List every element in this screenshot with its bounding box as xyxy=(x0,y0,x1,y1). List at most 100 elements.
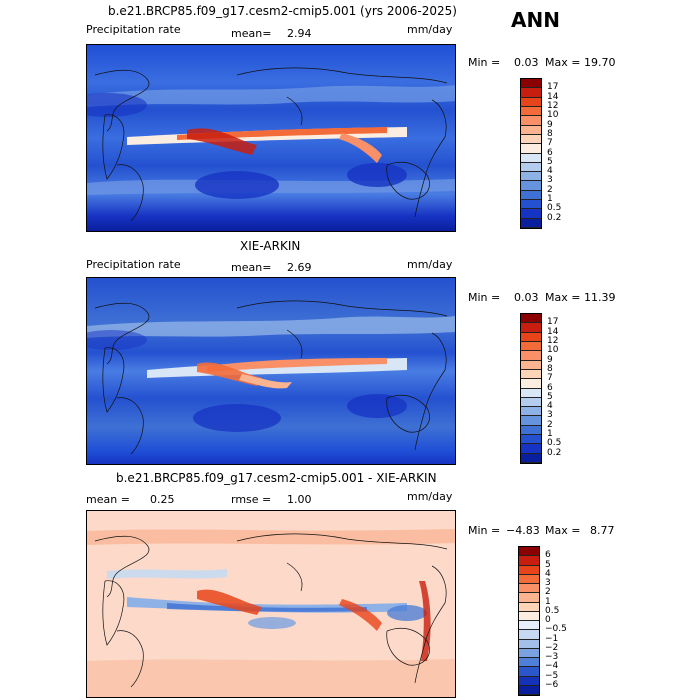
panel2-units: mm/day xyxy=(407,258,453,271)
panel2-mean-label: mean= xyxy=(231,261,272,274)
colorbar-swatch xyxy=(521,97,541,107)
colorbar-tick-label: 1 xyxy=(547,429,553,440)
colorbar-swatch xyxy=(521,116,541,126)
colorbar-swatch xyxy=(519,676,539,686)
colorbar-swatch xyxy=(521,190,541,201)
colorbar-tick-label: 14 xyxy=(547,91,559,102)
colorbar-tick-label: 0.2 xyxy=(547,447,562,458)
panel3-map-field xyxy=(87,511,455,697)
colorbar-tick-label: 0 xyxy=(545,615,551,625)
colorbar-swatch xyxy=(521,88,541,98)
panel3-max-label: Max = xyxy=(545,524,581,537)
colorbar-tick-label: 9 xyxy=(547,354,553,365)
colorbar-tick-label: 6 xyxy=(545,550,551,561)
panel3-map xyxy=(86,510,456,698)
colorbar-tick-label: −4 xyxy=(545,661,559,672)
colorbar-swatch xyxy=(521,218,541,228)
colorbar-swatch xyxy=(519,648,539,658)
colorbar-tick-label: 10 xyxy=(547,110,559,121)
panel1-colorbar-segments xyxy=(521,79,541,228)
colorbar-swatch xyxy=(519,593,539,603)
colorbar-tick-label: 7 xyxy=(547,138,553,149)
colorbar-tick-label: 6 xyxy=(547,382,553,393)
panel2-variable-label: Precipitation rate xyxy=(86,258,181,271)
panel2-map-field xyxy=(87,278,455,464)
panel1-mean-label: mean= xyxy=(231,27,272,40)
colorbar-swatch xyxy=(519,602,539,612)
colorbar-swatch xyxy=(521,134,541,145)
panel1-min-label: Min = xyxy=(468,56,501,69)
colorbar-tick-label: 14 xyxy=(547,326,559,337)
colorbar-swatch xyxy=(521,153,541,163)
panel2-min-value: 0.03 xyxy=(514,291,539,304)
colorbar-swatch xyxy=(521,453,541,463)
panel1-max-label: Max = xyxy=(545,56,581,69)
panel2-colorbar xyxy=(520,313,542,464)
colorbar-swatch xyxy=(519,639,539,649)
panel1-variable-label: Precipitation rate xyxy=(86,23,181,36)
colorbar-swatch xyxy=(521,444,541,454)
colorbar-swatch xyxy=(521,181,541,191)
colorbar-swatch xyxy=(521,369,541,380)
colorbar-tick-label: 5 xyxy=(547,156,553,167)
colorbar-tick-label: 2 xyxy=(545,587,551,598)
colorbar-tick-label: 2 xyxy=(547,184,553,195)
colorbar-swatch xyxy=(521,125,541,135)
colorbar-tick-label: 6 xyxy=(547,147,553,158)
colorbar-tick-label: 1 xyxy=(545,596,551,607)
panel3-rmse-value: 1.00 xyxy=(287,493,312,506)
colorbar-swatch xyxy=(519,630,539,640)
colorbar-tick-label: −0.5 xyxy=(545,624,567,635)
colorbar-swatch xyxy=(521,144,541,154)
colorbar-swatch xyxy=(521,106,541,117)
colorbar-swatch xyxy=(521,360,541,370)
colorbar-tick-label: 0.2 xyxy=(547,212,562,223)
panel1-title: b.e21.BRCP85.f09_g17.cesm2-cmip5.001 (yr… xyxy=(108,4,457,18)
colorbar-tick-label: 0.5 xyxy=(545,605,560,616)
panel3-title: b.e21.BRCP85.f09_g17.cesm2-cmip5.001 - X… xyxy=(116,471,437,485)
colorbar-swatch xyxy=(519,547,539,557)
colorbar-swatch xyxy=(521,351,541,361)
colorbar-tick-label: 1 xyxy=(547,194,553,205)
panel1-colorbar xyxy=(520,78,542,229)
colorbar-tick-label: 4 xyxy=(547,166,553,177)
season-label: ANN xyxy=(511,8,560,32)
colorbar-swatch xyxy=(521,314,541,324)
colorbar-tick-label: 8 xyxy=(547,128,553,139)
panel2-max-value: 11.39 xyxy=(584,291,616,304)
colorbar-tick-label: 3 xyxy=(545,578,551,588)
panel2-title: XIE-ARKIN xyxy=(240,239,301,253)
panel2-map xyxy=(86,277,456,465)
colorbar-tick-label: 4 xyxy=(547,401,553,412)
colorbar-swatch xyxy=(521,209,541,219)
colorbar-swatch xyxy=(519,584,539,594)
colorbar-tick-label: 12 xyxy=(547,335,559,346)
colorbar-tick-label: 0.5 xyxy=(547,203,562,214)
colorbar-swatch xyxy=(521,172,541,182)
panel3-units: mm/day xyxy=(407,490,453,503)
panel1-map-field xyxy=(87,45,455,231)
colorbar-tick-label: 3 xyxy=(547,175,553,186)
colorbar-tick-label: 5 xyxy=(547,391,553,402)
colorbar-tick-label: −6 xyxy=(545,679,559,690)
colorbar-tick-label: −1 xyxy=(545,633,559,644)
panel2-colorbar-segments xyxy=(521,314,541,463)
colorbar-swatch xyxy=(521,323,541,333)
panel2-max-label: Max = xyxy=(545,291,581,304)
colorbar-swatch xyxy=(521,79,541,89)
colorbar-swatch xyxy=(521,416,541,426)
colorbar-tick-label: 2 xyxy=(547,419,553,430)
colorbar-swatch xyxy=(521,407,541,417)
panel1-units: mm/day xyxy=(407,23,453,36)
colorbar-swatch xyxy=(519,556,539,566)
colorbar-swatch xyxy=(521,200,541,210)
colorbar-swatch xyxy=(521,379,541,389)
colorbar-tick-label: 17 xyxy=(547,82,559,93)
colorbar-tick-label: 7 xyxy=(547,373,553,384)
panel1-min-value: 0.03 xyxy=(514,56,539,69)
panel1-max-value: 19.70 xyxy=(584,56,616,69)
colorbar-swatch xyxy=(519,621,539,631)
colorbar-swatch xyxy=(521,332,541,342)
colorbar-swatch xyxy=(521,388,541,398)
colorbar-tick-label: 12 xyxy=(547,100,559,111)
